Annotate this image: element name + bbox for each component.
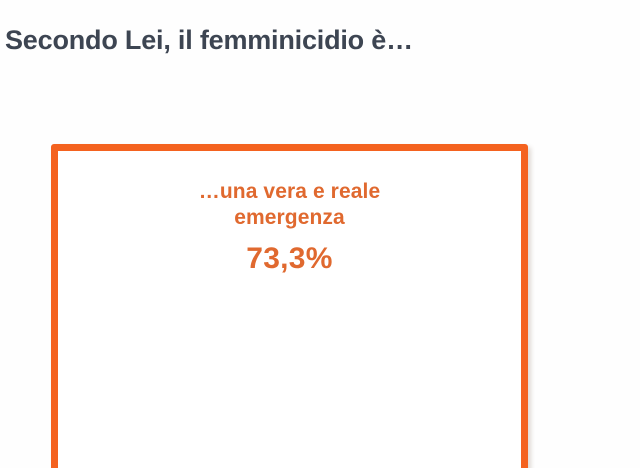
answer-percent-value: 73,3% xyxy=(246,242,333,275)
answer-text-block: …una vera e reale emergenza 73,3% xyxy=(58,179,521,275)
answer-card: …una vera e reale emergenza 73,3% xyxy=(51,144,528,468)
answer-line-2: emergenza xyxy=(234,206,345,229)
answer-line-1: …una vera e reale xyxy=(198,180,381,203)
page-title: Secondo Lei, il femminicidio è… xyxy=(5,25,413,55)
